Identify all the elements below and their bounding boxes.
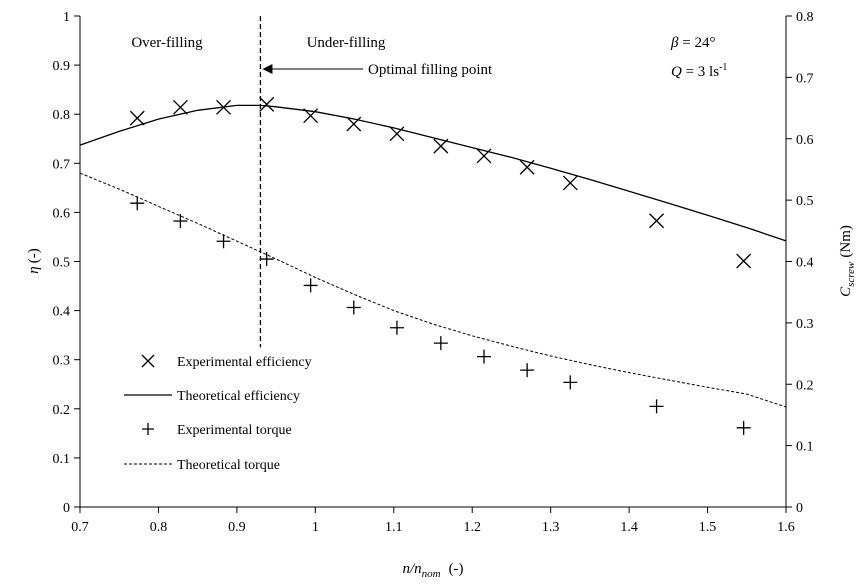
x-tick-label: 0.7 (71, 520, 89, 535)
data-point (562, 175, 578, 191)
x-axis-label-base: n/n (402, 561, 421, 577)
x-tick-label: 1.1 (385, 520, 403, 535)
series-line (79, 104, 787, 242)
y-left-tick-label: 1 (63, 10, 70, 25)
data-point (476, 349, 491, 364)
flow-symbol: Q (671, 64, 682, 80)
y-left-tick-label: 0.1 (53, 452, 71, 467)
data-point (389, 320, 404, 335)
y-left-tick-label: 0.8 (53, 108, 71, 123)
data-point (736, 420, 751, 435)
x-tick-label: 1.2 (463, 520, 481, 535)
data-point (346, 300, 361, 315)
y-right-tick-label: 0.3 (796, 317, 814, 332)
x-axis-label-unit: (-) (449, 561, 464, 577)
legend-label: Experimental efficiency (177, 355, 312, 370)
legend-swatch (141, 354, 155, 368)
y-left-axis-label: η (-) (26, 248, 42, 273)
legend-item: Theoretical torque (124, 458, 280, 473)
y-left-tick-label: 0.7 (53, 157, 71, 172)
data-point (259, 96, 275, 112)
y-right-tick-label: 0 (796, 501, 803, 516)
y-right-tick-label: 0.4 (796, 256, 814, 271)
beta-value: = 24° (678, 35, 715, 51)
legend-item: Theoretical efficiency (124, 389, 300, 404)
optimal-filling-label: Optimal filling point (368, 62, 493, 78)
flow-label: Q = 3 ls-1 (671, 62, 727, 80)
x-tick-label: 1 (312, 520, 319, 535)
data-point (216, 234, 231, 249)
annotations-group: Over-filling Under-filling Optimal filling… (131, 16, 727, 348)
optimal-arrow-head (262, 64, 273, 74)
series-experimental-torque (130, 196, 751, 435)
y-left-tick-label: 0.9 (53, 59, 71, 74)
x-tick-label: 1.4 (620, 520, 638, 535)
x-tick-label: 1.3 (542, 520, 560, 535)
y-right-tick-label: 0.2 (796, 378, 814, 393)
x-axis-label-sub: nom (422, 568, 441, 580)
data-point (303, 278, 318, 293)
data-point (433, 336, 448, 351)
ticks-group: 0.7 0.8 0.9 1 1.1 1.2 1.3 1.4 1.5 1.600.10.20.30.… (53, 10, 814, 535)
data-point (173, 213, 188, 228)
y-left-tick-label: 0.6 (53, 206, 71, 221)
y-right-axis-label: Cscrew (Nm) (838, 225, 857, 297)
legend: Experimental efficiency Theoretical effic… (124, 354, 312, 473)
y-left-tick-label: 0.2 (53, 403, 71, 418)
legend-swatch (142, 423, 154, 435)
x-tick-label: 1.5 (699, 520, 717, 535)
x-tick-label: 0.9 (228, 520, 246, 535)
series-line (79, 172, 787, 408)
y-left-tick-label: 0.5 (53, 256, 71, 271)
under-filling-label: Under-filling (307, 35, 386, 51)
series-theoretical-efficiency (79, 104, 787, 242)
beta-symbol: β (670, 35, 679, 51)
y-left-axis-label-symbol: η (26, 266, 42, 273)
data-point (736, 253, 752, 269)
flow-superscript: -1 (719, 62, 727, 73)
data-point (129, 110, 145, 126)
legend-item: Experimental efficiency (141, 354, 312, 370)
x-tick-label: 0.8 (150, 520, 168, 535)
legend-item: Experimental torque (142, 423, 292, 438)
data-point (649, 213, 665, 229)
data-point (172, 99, 188, 115)
y-right-axis-label-base: C (838, 286, 854, 297)
y-right-tick-label: 0.1 (796, 440, 814, 455)
y-right-tick-label: 0.8 (796, 10, 814, 25)
y-left-axis-label-unit: (-) (26, 248, 42, 263)
y-left-tick-label: 0.3 (53, 354, 71, 369)
plot-area (79, 96, 787, 435)
data-point (563, 375, 578, 390)
y-left-tick-label: 0 (63, 501, 70, 516)
legend-label: Theoretical efficiency (177, 389, 300, 404)
legend-label: Theoretical torque (177, 458, 280, 473)
over-filling-label: Over-filling (131, 35, 203, 51)
data-point (520, 363, 535, 378)
y-right-tick-label: 0.7 (796, 71, 814, 86)
legend-label: Experimental torque (177, 423, 292, 438)
data-point (389, 126, 405, 142)
flow-value: = 3 ls (682, 64, 719, 80)
y-left-tick-label: 0.4 (53, 305, 71, 320)
y-right-tick-label: 0.6 (796, 133, 814, 148)
x-tick-label: 1.6 (777, 520, 795, 535)
series-theoretical-torque (79, 172, 787, 408)
x-axis-label: n/nnom (-) (402, 561, 463, 580)
axis-labels: n/nnom (-) η (-) Cscrew (Nm) (26, 225, 857, 580)
beta-label: β = 24° (670, 35, 715, 51)
data-point (130, 196, 145, 211)
y-right-axis-label-unit: (Nm) (838, 225, 854, 258)
y-right-tick-label: 0.5 (796, 194, 814, 209)
data-point (649, 399, 664, 414)
y-right-axis-label-sub: screw (845, 261, 857, 287)
data-point (259, 252, 274, 267)
